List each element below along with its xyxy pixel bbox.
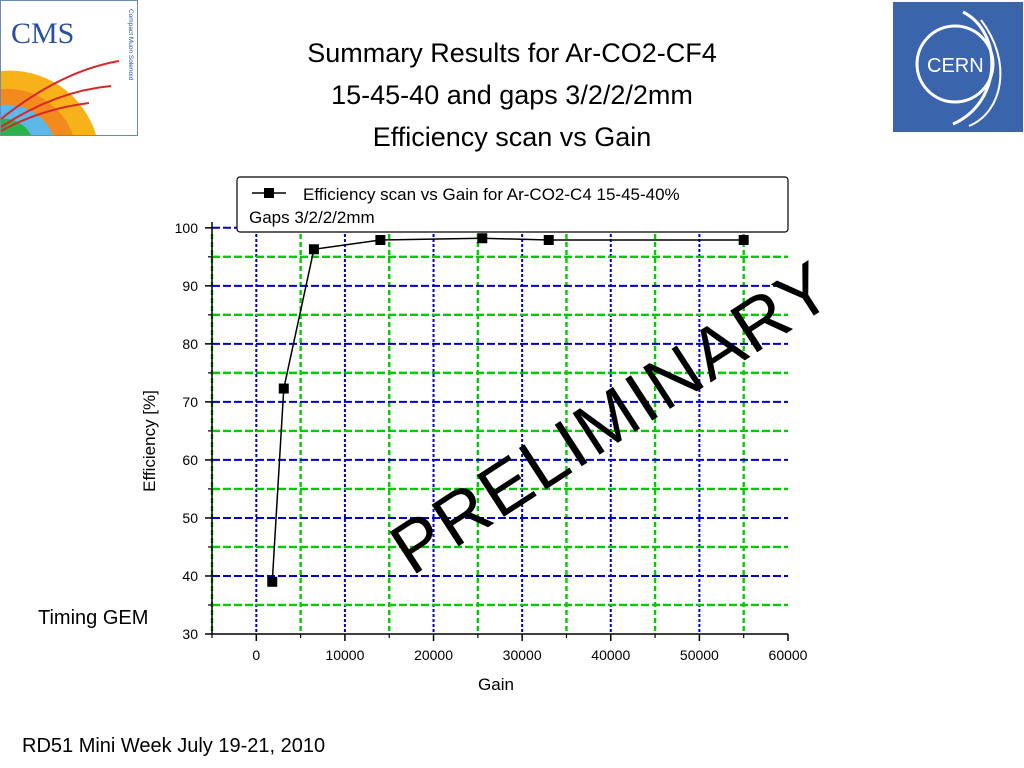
x-tick-label: 0 (252, 647, 260, 663)
cern-logo-graphic: CERN (893, 2, 1023, 132)
cms-logo-subtext: Compact Muon Solenoid (127, 9, 134, 81)
data-point (375, 234, 386, 245)
data-point (738, 234, 749, 245)
x-tick-label: 60000 (769, 647, 808, 663)
data-point (308, 244, 319, 255)
x-tick-label: 20000 (414, 647, 453, 663)
title-line-3: Efficiency scan vs Gain (372, 122, 652, 152)
y-tick-label: 100 (175, 220, 199, 236)
x-tick-label: 50000 (680, 647, 719, 663)
y-axis-label: Efficiency [%] (140, 390, 159, 492)
legend-box (236, 176, 789, 233)
grid (210, 226, 788, 634)
legend-text-2: Gaps 3/2/2/2mm (249, 208, 375, 227)
slide-title: Summary Results for Ar-CO2-CF4 15-45-40 … (200, 32, 824, 158)
data-point (543, 234, 554, 245)
cms-logo-text: CMS (11, 17, 74, 50)
series-line (267, 233, 749, 587)
cern-logo-text: CERN (927, 55, 984, 77)
legend: Efficiency scan vs Gain for Ar-CO2-C4 15… (236, 176, 789, 233)
cms-logo-graphic: CMS Compact Muon Solenoid (1, 1, 137, 135)
y-tick-label: 60 (182, 452, 198, 468)
legend-marker (264, 188, 274, 198)
data-point (267, 576, 278, 587)
y-tick-label: 40 (182, 568, 198, 584)
cms-logo: CMS Compact Muon Solenoid (0, 0, 138, 136)
timing-gem-label: Timing GEM (38, 607, 149, 629)
y-tick-label: 80 (182, 336, 198, 352)
x-tick-label: 40000 (591, 647, 630, 663)
title-line-1: Summary Results for Ar-CO2-CF4 (307, 38, 717, 68)
data-point (477, 233, 488, 244)
cern-logo: CERN (893, 2, 1023, 132)
legend-text-1: Efficiency scan vs Gain for Ar-CO2-C4 15… (303, 185, 680, 204)
y-tick-label: 30 (182, 626, 198, 642)
x-tick-label: 30000 (503, 647, 542, 663)
data-point (278, 383, 289, 394)
x-tick-label: 10000 (325, 647, 364, 663)
title-line-2: 15-45-40 and gaps 3/2/2/2mm (331, 80, 693, 110)
y-tick-label: 90 (182, 278, 198, 294)
axes: 0 10000 20000 30000 40000 50000 60000 30 40 50 60 7… (175, 220, 808, 663)
y-tick-label: 50 (182, 510, 198, 526)
footer-text: RD51 Mini Week July 19-21, 2010 (22, 735, 326, 757)
x-axis-label: Gain (478, 675, 514, 694)
y-tick-label: 70 (182, 394, 198, 410)
